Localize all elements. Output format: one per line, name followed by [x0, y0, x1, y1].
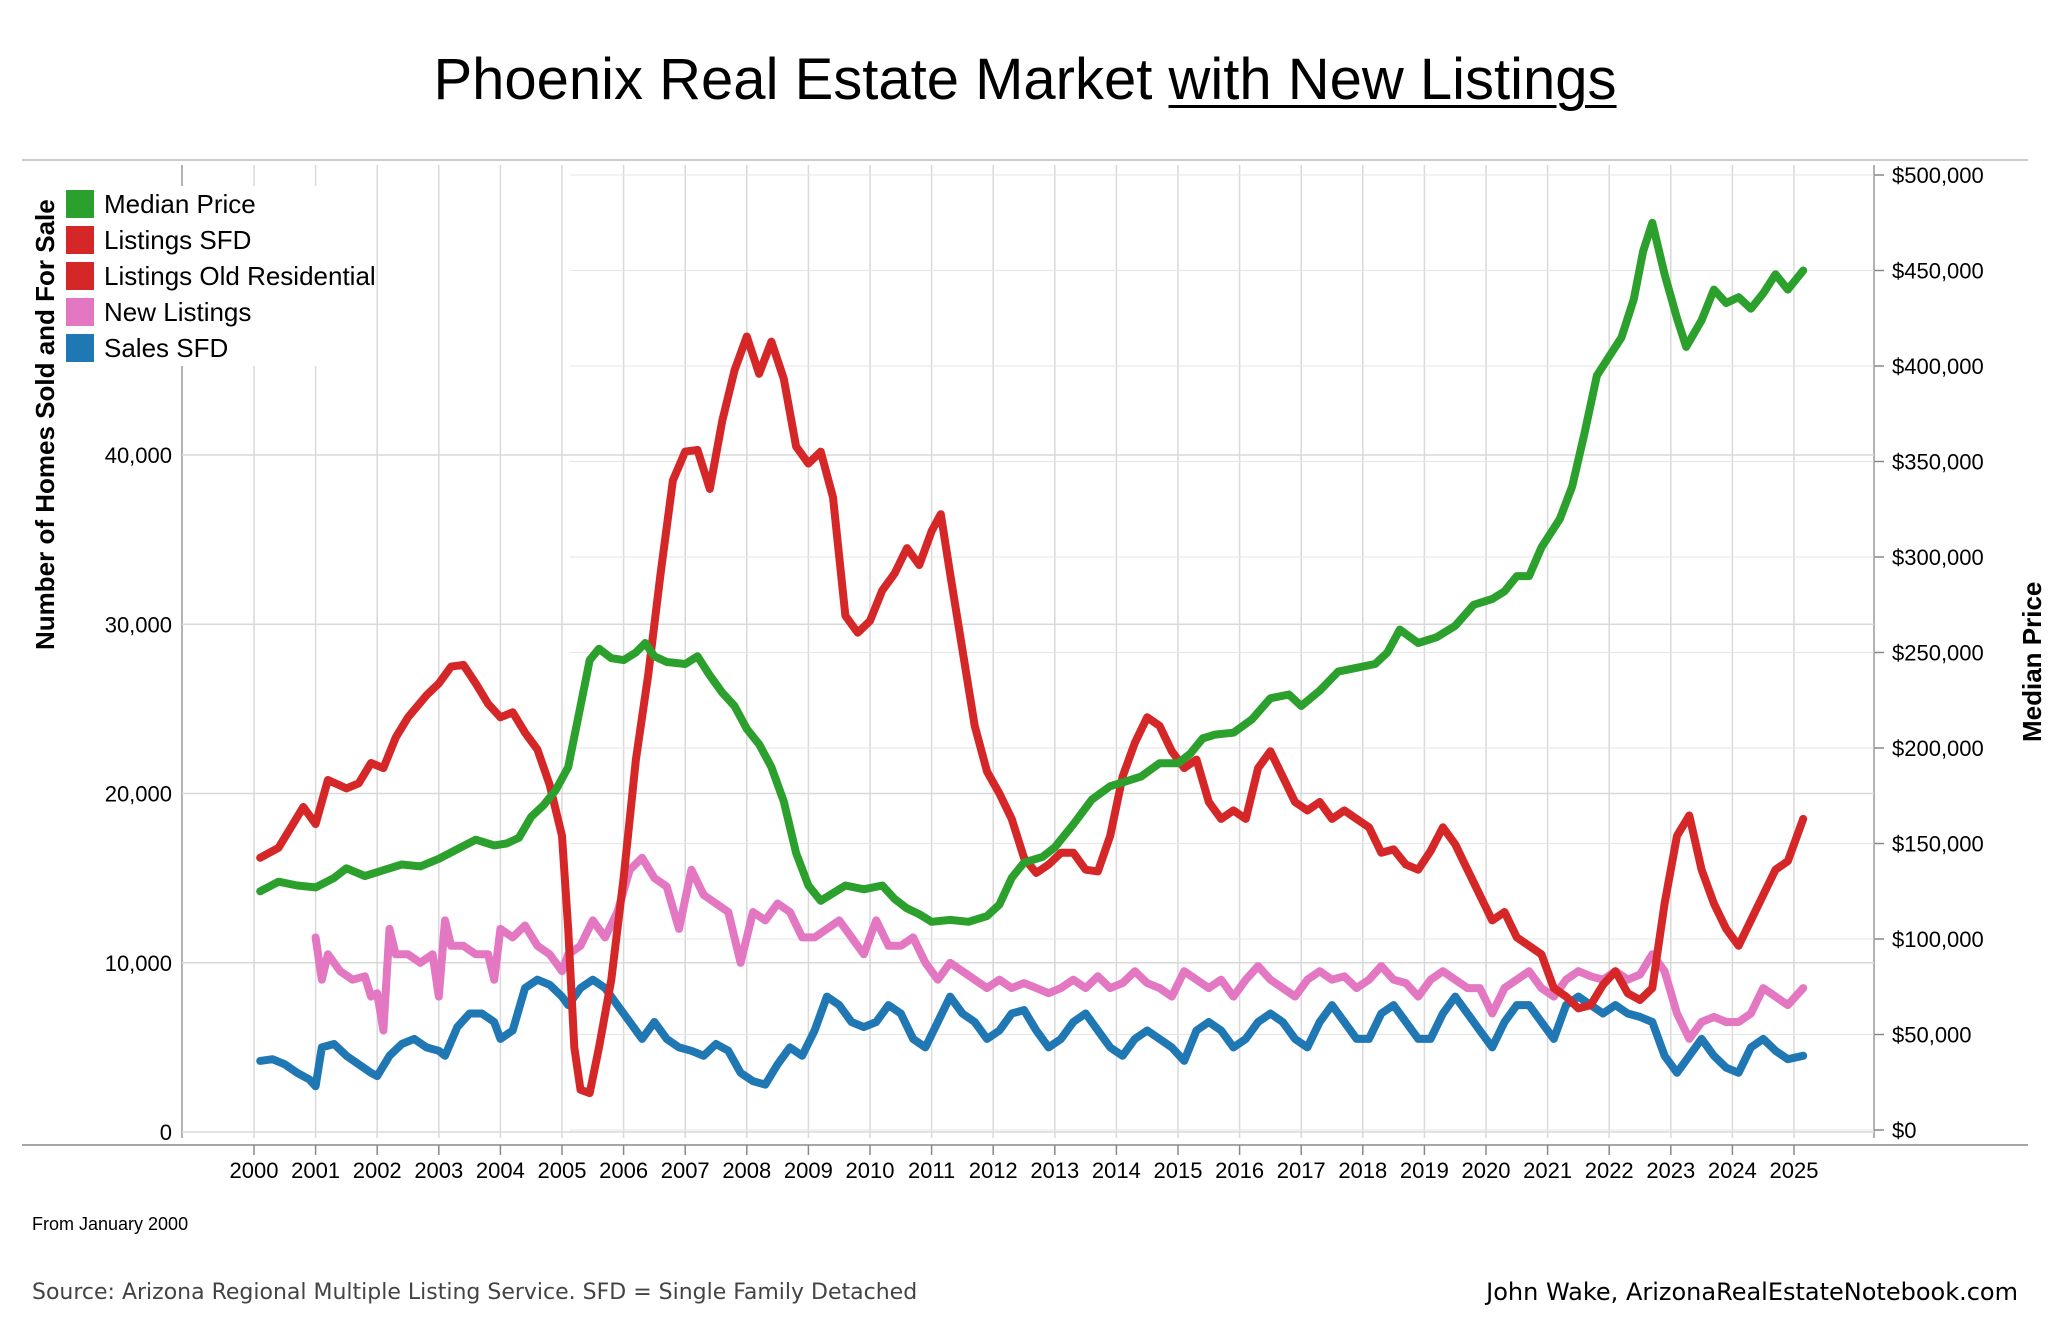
legend-label-listings-sfd: Listings SFD: [104, 224, 252, 255]
x-tick-label: 2005: [538, 1158, 587, 1183]
x-tick-label: 2024: [1708, 1158, 1757, 1183]
x-tick-label: 2008: [722, 1158, 771, 1183]
y-axis-title-left: Number of Homes Sold and For Sale: [30, 199, 60, 650]
legend-label-new-listings: New Listings: [104, 296, 252, 327]
y-tick-label-right: $150,000: [1892, 832, 1984, 857]
chart-title-underlined: with New Listings: [1168, 47, 1617, 112]
series-line-listings-sfd: [256, 332, 1808, 1098]
y-tick-label-right: $250,000: [1892, 641, 1984, 666]
legend-swatch-median-price: [66, 190, 94, 218]
y-tick-label-right: $450,000: [1892, 259, 1984, 284]
legend-item-sales-sfd: Sales SFD: [66, 330, 376, 366]
x-tick-label: 2020: [1462, 1158, 1511, 1183]
x-tick-label: 2002: [353, 1158, 402, 1183]
x-tick-label: 2000: [230, 1158, 279, 1183]
y-tick-label-right: $300,000: [1892, 545, 1984, 570]
x-tick-label: 2007: [661, 1158, 710, 1183]
y-tick-label-right: $50,000: [1892, 1023, 1972, 1048]
x-tick-label: 2023: [1646, 1158, 1695, 1183]
x-tick-label: 2004: [476, 1158, 525, 1183]
x-tick-label: 2022: [1585, 1158, 1634, 1183]
date-range-note: From January 2000: [32, 1214, 189, 1234]
y-tick-label-left: 40,000: [105, 443, 172, 468]
x-tick-label: 2015: [1154, 1158, 1203, 1183]
credit-note: John Wake, ArizonaRealEstateNotebook.com: [1486, 1278, 2018, 1306]
y-tick-label-right: $200,000: [1892, 736, 1984, 761]
x-tick-label: 2017: [1277, 1158, 1326, 1183]
legend-swatch-listings-sfd: [66, 226, 94, 254]
y-tick-label-left: 20,000: [105, 782, 172, 807]
chart-title: Phoenix Real Estate Market with New List…: [0, 46, 2050, 113]
x-tick-label: 2013: [1030, 1158, 1079, 1183]
x-tick-label: 2014: [1092, 1158, 1141, 1183]
y-tick-label-left: 30,000: [105, 612, 172, 637]
series-line-median-price: [256, 218, 1808, 926]
legend-swatch-sales-sfd: [66, 334, 94, 362]
series-line-new-listings: [311, 853, 1808, 1043]
y-tick-label-left: 0: [160, 1120, 172, 1145]
legend-label-sales-sfd: Sales SFD: [104, 332, 229, 363]
series-line-sales-sfd: [256, 975, 1808, 1091]
legend-swatch-new-listings: [66, 298, 94, 326]
x-tick-label: 2019: [1400, 1158, 1449, 1183]
legend-label-listings-old-residential: Listings Old Residential: [104, 260, 376, 291]
legend-swatch-listings-old-residential: [66, 262, 94, 290]
legend: Median Price Listings SFD Listings Old R…: [66, 186, 376, 366]
x-tick-label: 2011: [908, 1158, 955, 1183]
legend-item-median-price: Median Price: [66, 186, 376, 222]
y-tick-label-right: $400,000: [1892, 354, 1984, 379]
x-tick-label: 2016: [1215, 1158, 1264, 1183]
chart-title-main: Phoenix Real Estate Market: [433, 47, 1169, 112]
x-tick-label: 2001: [291, 1158, 340, 1183]
x-tick-label: 2003: [414, 1158, 463, 1183]
y-tick-label-left: 10,000: [105, 951, 172, 976]
x-tick-label: 2009: [784, 1158, 833, 1183]
x-tick-label: 2018: [1338, 1158, 1387, 1183]
x-tick-label: 2021: [1523, 1158, 1572, 1183]
y-tick-label-right: $100,000: [1892, 927, 1984, 952]
x-tick-label: 2010: [846, 1158, 895, 1183]
y-axis-title-right: Median Price: [2017, 581, 2047, 742]
y-tick-label-right: $500,000: [1892, 163, 1984, 188]
x-tick-label: 2006: [599, 1158, 648, 1183]
legend-item-listings-old-residential: Listings Old Residential: [66, 258, 376, 294]
x-tick-label: 2012: [969, 1158, 1018, 1183]
legend-item-listings-sfd: Listings SFD: [66, 222, 376, 258]
y-tick-label-right: $350,000: [1892, 450, 1984, 475]
source-note: Source: Arizona Regional Multiple Listin…: [32, 1280, 918, 1305]
y-tick-label-right: $0: [1892, 1118, 1916, 1143]
legend-label-median-price: Median Price: [104, 188, 256, 219]
x-tick-label: 2025: [1770, 1158, 1819, 1183]
legend-item-new-listings: New Listings: [66, 294, 376, 330]
